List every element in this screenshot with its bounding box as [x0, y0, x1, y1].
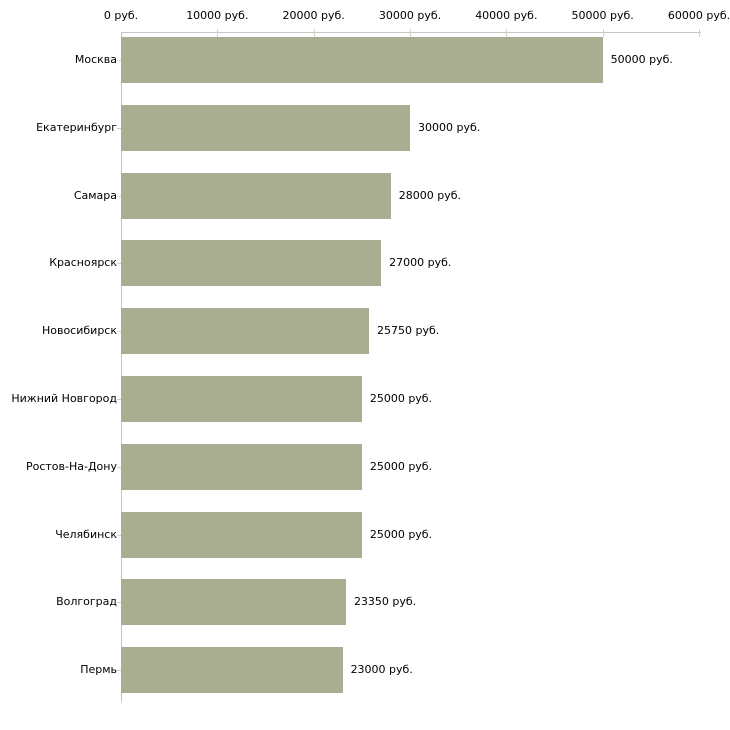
x-axis-line	[121, 32, 701, 33]
x-axis-tick-label: 60000 руб.	[667, 9, 730, 22]
x-axis-tick-mark	[603, 29, 604, 37]
y-axis-line	[121, 32, 122, 702]
bar	[121, 240, 382, 287]
x-axis-tick-mark	[217, 29, 218, 37]
category-label: Новосибирск	[41, 324, 117, 338]
category-label: Волгоград	[56, 595, 117, 609]
category-label: Москва	[74, 53, 117, 66]
value-label: 23350 руб.	[353, 595, 417, 609]
bar	[121, 443, 362, 490]
value-label: 30000 руб.	[418, 120, 481, 134]
category-label: Екатеринбург	[36, 120, 117, 134]
value-label: 27000 руб.	[389, 256, 452, 270]
value-label: 25000 руб.	[369, 392, 433, 405]
x-axis-tick-mark	[506, 29, 507, 37]
category-tick-mark	[117, 263, 121, 264]
x-axis-tick-mark	[314, 29, 315, 37]
category-tick-mark	[117, 128, 121, 129]
x-axis-tick-label: 20000 руб.	[282, 9, 345, 22]
category-tick-mark	[117, 196, 121, 197]
x-axis-tick-label: 50000 руб.	[571, 9, 634, 22]
x-axis-tick-mark	[410, 29, 411, 37]
bar	[121, 376, 362, 422]
value-label: 50000 руб.	[610, 53, 673, 66]
value-label: 25000 руб.	[369, 459, 433, 473]
category-tick-mark	[117, 331, 121, 332]
value-label: 28000 руб.	[398, 188, 461, 202]
value-label: 23000 руб.	[350, 663, 413, 677]
x-axis-tick-label: 30000 руб.	[378, 9, 442, 22]
category-tick-mark	[117, 602, 121, 603]
category-label: Самара	[73, 188, 117, 202]
category-tick-mark	[117, 467, 121, 468]
value-label: 25000 руб.	[369, 527, 433, 541]
bar	[121, 104, 410, 151]
bar	[121, 647, 343, 694]
bar	[121, 511, 362, 558]
category-label: Ростов-На-Дону	[25, 459, 117, 473]
x-axis-tick-label: 40000 руб.	[475, 9, 538, 22]
value-label: 25750 руб.	[377, 324, 440, 338]
category-tick-mark	[117, 535, 121, 536]
category-label: Нижний Новгород	[11, 392, 117, 405]
x-axis-tick-label: 0 руб.	[103, 9, 139, 22]
category-label: Пермь	[80, 663, 117, 677]
category-tick-mark	[117, 60, 121, 61]
category-label: Красноярск	[49, 256, 117, 270]
bar	[121, 37, 603, 83]
bar	[121, 172, 391, 219]
bar	[121, 579, 346, 626]
bar	[121, 308, 370, 355]
x-axis-tick-label: 10000 руб.	[186, 9, 249, 22]
category-label: Челябинск	[55, 527, 117, 541]
category-tick-mark	[117, 399, 121, 400]
category-tick-mark	[117, 670, 121, 671]
x-axis-tick-mark	[699, 29, 700, 37]
